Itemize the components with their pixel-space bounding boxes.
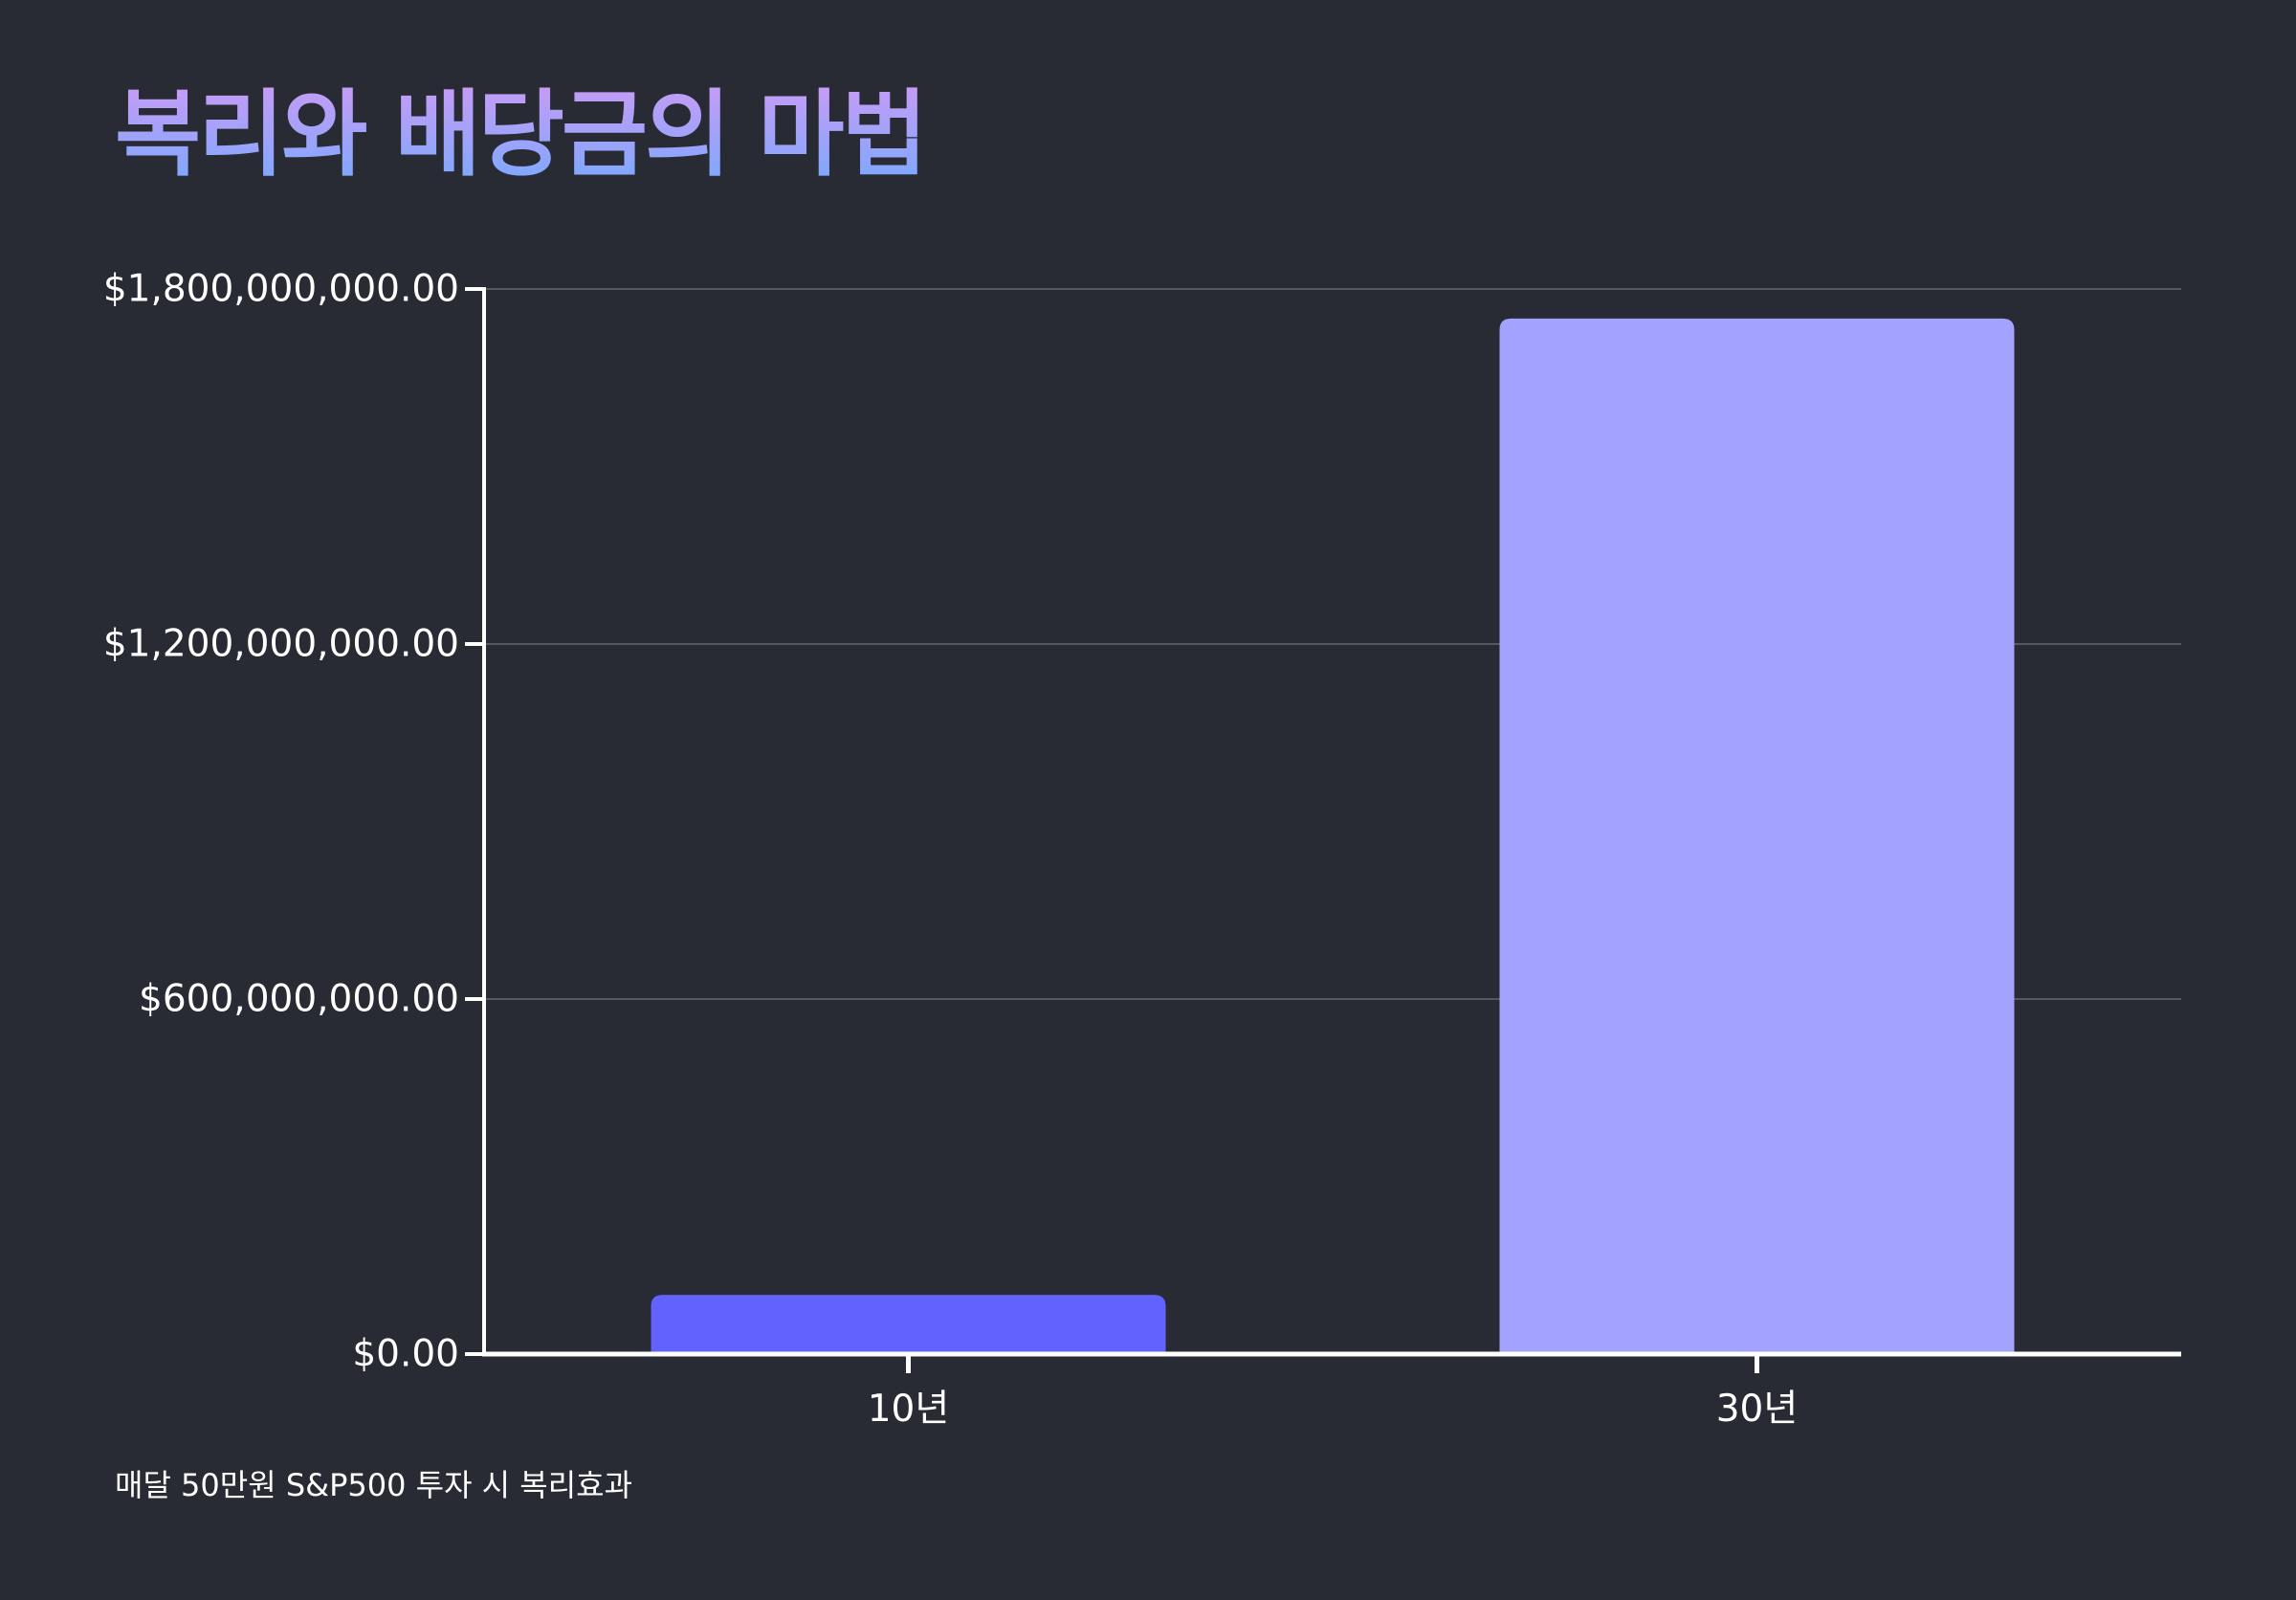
y-tick-label: $600,000,000.00	[139, 978, 459, 1021]
chart-title: 복리와 배당금의 마법	[115, 80, 928, 189]
y-tick-label: $1,800,000,000.00	[103, 268, 459, 311]
axes	[482, 287, 2181, 1357]
x-tick-label: 30년	[1716, 1388, 1799, 1431]
bar-2	[1499, 318, 2015, 1355]
x-tick-label: 10년	[868, 1388, 950, 1431]
y-axis-ticks: $0.00 $600,000,000.00 $1,200,000,000.00 $1,…	[103, 268, 484, 1376]
bar-1	[651, 1295, 1166, 1354]
y-tick-label: $1,200,000,000.00	[103, 623, 459, 666]
y-tick-label: $0.00	[352, 1333, 459, 1376]
bars	[651, 318, 2015, 1355]
chart-caption: 매달 50만원 S&P500 투자 시 복리효과	[115, 1467, 633, 1503]
x-axis-ticks: 10년 30년	[868, 1354, 1799, 1431]
